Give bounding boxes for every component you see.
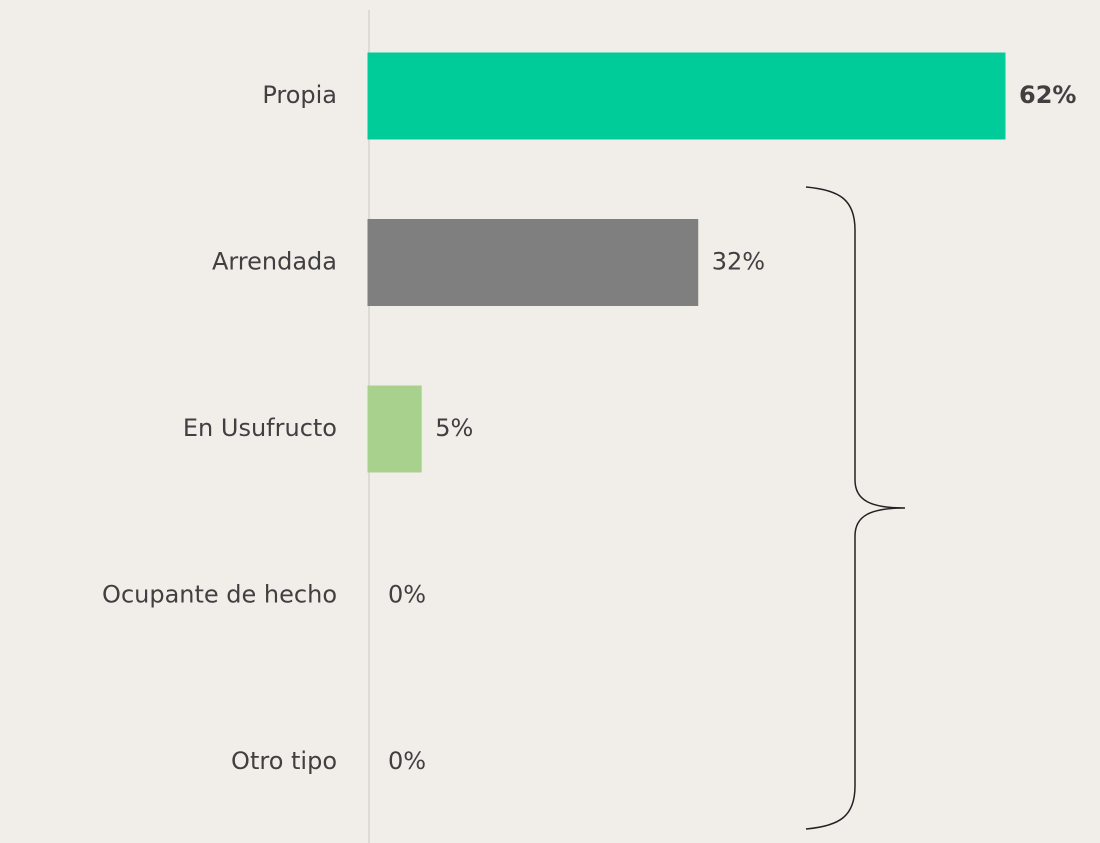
- value-label: 0%: [388, 747, 426, 775]
- category-label: Arrendada: [212, 248, 337, 276]
- value-label: 62%: [1019, 81, 1076, 109]
- category-label: Propia: [262, 81, 337, 109]
- category-label: Otro tipo: [231, 747, 337, 775]
- category-label: En Usufructo: [183, 414, 337, 442]
- bar: [367, 385, 422, 473]
- category-label: Ocupante de hecho: [102, 581, 337, 609]
- value-label: 5%: [435, 414, 473, 442]
- bar: [367, 52, 1006, 140]
- brace: [805, 186, 906, 830]
- bar: [367, 219, 699, 306]
- value-label: 0%: [388, 581, 426, 609]
- value-label: 32%: [712, 248, 765, 276]
